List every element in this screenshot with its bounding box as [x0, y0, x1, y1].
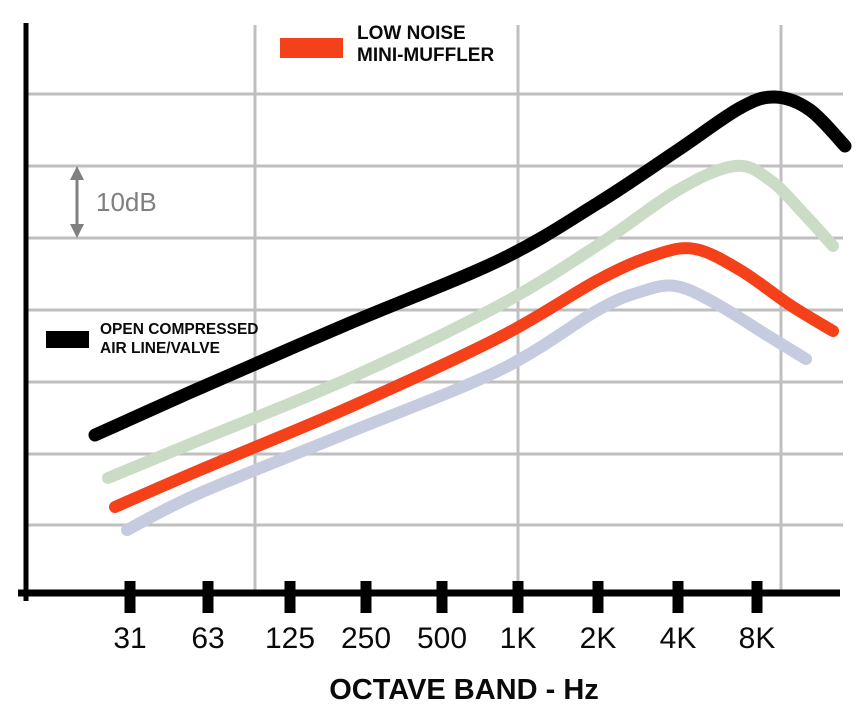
x-axis-tick-labels: 31 63 125 250 500 1K 2K 4K 8K [113, 622, 775, 655]
tick-label-8k: 8K [739, 622, 776, 655]
tick-label-31: 31 [113, 622, 146, 655]
tick-1k [512, 581, 524, 613]
low-noise-mini-muffler-curve [109, 242, 839, 513]
x-axis-ticks [124, 581, 763, 613]
curves-layer [88, 90, 852, 536]
tick-label-500: 500 [417, 622, 467, 655]
tick-label-250: 250 [341, 622, 391, 655]
open-compressed-air-line-curve [88, 90, 852, 442]
legend-mini-muffler: LOW NOISE MINI-MUFFLER [280, 23, 494, 66]
legend-air-line-line1: OPEN COMPRESSED [100, 321, 258, 338]
tick-label-1k: 1K [500, 622, 537, 655]
tick-31 [124, 581, 136, 613]
legend-air-line-line2: AIR LINE/VALVE [100, 340, 220, 357]
tick-63 [202, 581, 214, 613]
tick-label-125: 125 [265, 622, 315, 655]
legend-mini-muffler-line2: MINI-MUFFLER [357, 45, 494, 66]
legend-air-line-swatch [46, 331, 89, 348]
tick-label-4k: 4K [660, 622, 697, 655]
tick-label-2k: 2K [580, 622, 617, 655]
tick-8k [751, 581, 763, 613]
tick-500 [436, 581, 448, 613]
tick-250 [360, 581, 372, 613]
tick-4k [672, 581, 684, 613]
vertical-gridlines [253, 25, 783, 590]
db-arrow-head-down-icon [70, 224, 84, 238]
upper-green-curve [102, 159, 839, 484]
db-arrow-head-up-icon [70, 166, 84, 180]
tick-2k [592, 581, 604, 613]
legend-mini-muffler-line1: LOW NOISE [357, 23, 466, 44]
lower-lavender-curve [121, 279, 812, 536]
db-scale-marker: 10dB [70, 166, 157, 238]
db-scale-label: 10dB [96, 187, 157, 217]
x-axis-title: OCTAVE BAND - Hz [329, 674, 599, 706]
legend-air-line: OPEN COMPRESSED AIR LINE/VALVE [46, 321, 258, 357]
tick-125 [284, 581, 296, 613]
axes [18, 23, 840, 601]
tick-label-63: 63 [191, 622, 224, 655]
legend-mini-muffler-swatch [280, 38, 343, 58]
